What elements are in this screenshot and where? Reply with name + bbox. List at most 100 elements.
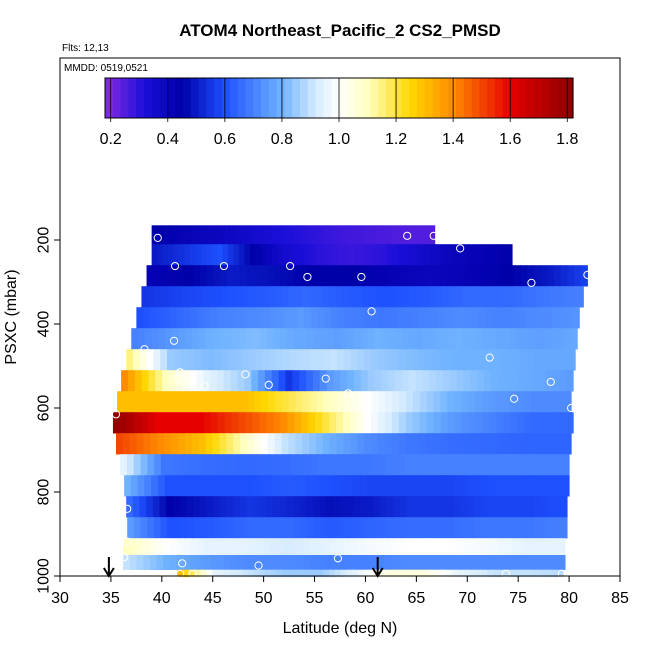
heatmap-cell bbox=[569, 286, 578, 308]
heatmap-cell bbox=[303, 454, 312, 476]
heatmap-cell bbox=[440, 412, 449, 434]
heatmap-cell bbox=[574, 265, 582, 287]
heatmap-cell bbox=[223, 538, 231, 556]
x-tick-label: 75 bbox=[509, 590, 527, 607]
heatmap-cell bbox=[146, 496, 154, 518]
heatmap-cell bbox=[300, 328, 308, 350]
heatmap-cell bbox=[520, 265, 528, 287]
heatmap-cell bbox=[411, 307, 419, 329]
heatmap-cell bbox=[205, 475, 213, 497]
heatmap-cell bbox=[185, 328, 193, 350]
heatmap-cell bbox=[348, 244, 355, 266]
heatmap-cell bbox=[420, 265, 428, 287]
heatmap-cell bbox=[440, 391, 448, 413]
heatmap-cell bbox=[548, 475, 557, 497]
heatmap-cell bbox=[230, 555, 238, 570]
heatmap-cell bbox=[385, 454, 393, 476]
heatmap-cell bbox=[157, 244, 164, 266]
heatmap-cell bbox=[395, 286, 404, 308]
sample-point bbox=[219, 261, 229, 271]
heatmap-cell bbox=[273, 412, 281, 434]
heatmap-cell bbox=[183, 538, 191, 556]
heatmap-cell bbox=[318, 225, 324, 245]
heatmap-cell bbox=[156, 555, 164, 570]
heatmap-cell bbox=[133, 412, 142, 434]
heatmap-cell bbox=[543, 328, 551, 350]
heatmap-cell bbox=[320, 244, 327, 266]
heatmap-cell bbox=[342, 286, 350, 308]
heatmap-cell bbox=[506, 496, 515, 518]
heatmap-cell bbox=[547, 517, 555, 539]
heatmap-cell bbox=[188, 569, 196, 578]
heatmap-cell bbox=[173, 349, 182, 371]
heatmap-cell bbox=[222, 244, 229, 266]
heatmap-cell bbox=[139, 349, 148, 371]
heatmap-cell bbox=[555, 475, 563, 497]
heatmap-cell bbox=[419, 391, 428, 413]
heatmap-cell bbox=[511, 370, 519, 392]
heatmap-cell bbox=[418, 349, 427, 371]
heatmap-cell bbox=[407, 475, 415, 497]
heatmap-cell bbox=[149, 555, 158, 570]
heatmap-cell bbox=[495, 433, 503, 455]
heatmap-cell bbox=[327, 517, 335, 539]
heatmap-cell bbox=[256, 454, 264, 476]
heatmap-cell bbox=[366, 496, 374, 518]
heatmap-cell bbox=[453, 496, 461, 518]
heatmap-cell bbox=[364, 244, 371, 266]
heatmap-cell bbox=[494, 454, 502, 476]
heatmap-cell bbox=[224, 225, 230, 245]
heatmap-cell bbox=[522, 433, 531, 455]
heatmap-cell bbox=[357, 538, 365, 556]
heatmap-cell bbox=[495, 391, 503, 413]
heatmap-cell bbox=[196, 538, 204, 556]
heatmap-cell bbox=[404, 538, 412, 556]
heatmap-cell bbox=[433, 265, 441, 287]
heatmap-cell bbox=[557, 569, 564, 578]
heatmap-cell bbox=[237, 225, 243, 245]
heatmap-cell bbox=[513, 496, 521, 518]
sample-point bbox=[429, 231, 438, 240]
heatmap-cell bbox=[288, 286, 296, 308]
sample-point bbox=[333, 554, 343, 563]
heatmap-cell bbox=[484, 370, 492, 392]
heatmap-cell bbox=[171, 475, 179, 497]
heatmap-cell bbox=[381, 370, 389, 392]
heatmap-cell bbox=[533, 517, 541, 539]
heatmap-cell bbox=[371, 391, 379, 413]
heatmap-cell bbox=[196, 412, 205, 434]
heatmap-cell bbox=[469, 569, 476, 578]
heatmap-cell bbox=[471, 307, 480, 329]
heatmap-cell bbox=[149, 538, 158, 556]
heatmap-cell bbox=[363, 412, 372, 434]
heatmap-cell bbox=[560, 517, 568, 539]
heatmap-cell bbox=[178, 244, 185, 266]
heatmap-cell bbox=[283, 555, 292, 570]
heatmap-cell bbox=[184, 475, 193, 497]
heatmap-cell bbox=[446, 454, 454, 476]
heatmap-cell bbox=[312, 370, 321, 392]
heatmap-cell bbox=[294, 412, 302, 434]
heatmap-cell bbox=[449, 286, 457, 308]
heatmap-cell bbox=[413, 496, 421, 518]
heatmap-cell bbox=[344, 225, 350, 245]
heatmap-cell bbox=[165, 391, 173, 413]
heatmap-cell bbox=[371, 433, 379, 455]
heatmap-cell bbox=[288, 569, 295, 578]
heatmap-cell bbox=[238, 475, 246, 497]
sample-point bbox=[264, 380, 273, 389]
heatmap-cell bbox=[387, 569, 394, 578]
y-tick-label: 200 bbox=[36, 227, 53, 254]
heatmap-cell bbox=[147, 412, 156, 434]
sample-point bbox=[286, 261, 295, 271]
heatmap-cell bbox=[501, 454, 509, 476]
heatmap-cell bbox=[455, 328, 463, 350]
heatmap-cell bbox=[551, 538, 559, 556]
heatmap-cell bbox=[261, 286, 270, 308]
heatmap-cell bbox=[556, 286, 564, 308]
heatmap-cell bbox=[464, 538, 472, 556]
heatmap-cell bbox=[273, 265, 281, 287]
heatmap-cell bbox=[220, 225, 226, 245]
heatmap-cell bbox=[381, 328, 389, 350]
heatmap-cell bbox=[408, 328, 416, 350]
